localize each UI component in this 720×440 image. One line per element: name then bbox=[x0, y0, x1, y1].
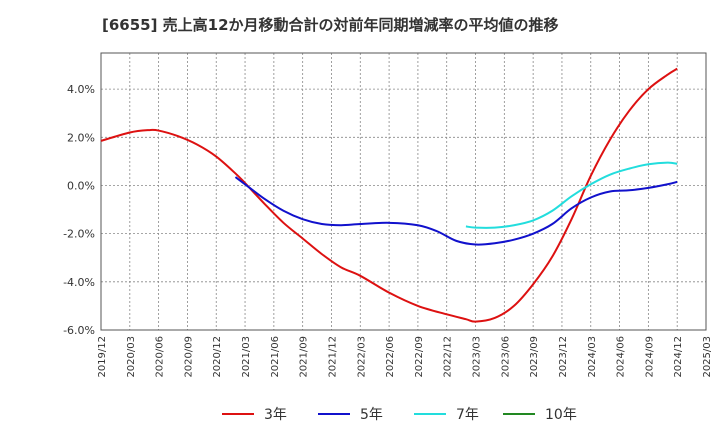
series-line-7年 bbox=[465, 161, 678, 229]
x-axis: 2019/12 2020/03 2020/06 2020/09 2020/12 2021/… bbox=[97, 336, 713, 378]
x-tick-label: 2023/03 bbox=[472, 336, 483, 378]
x-tick-label: 2022/03 bbox=[356, 336, 367, 378]
x-tick-label: 2024/12 bbox=[673, 336, 684, 378]
x-tick-label: 2021/06 bbox=[270, 336, 281, 378]
x-tick-label: 2024/03 bbox=[587, 336, 598, 378]
legend-label: 7年 bbox=[456, 407, 479, 423]
y-tick-label: 0.0% bbox=[67, 179, 95, 192]
x-tick-label: 2022/06 bbox=[385, 336, 396, 378]
y-tick-label: -2.0% bbox=[63, 228, 95, 241]
x-tick-label: 2019/12 bbox=[97, 336, 108, 378]
x-tick-label: 2020/06 bbox=[155, 336, 166, 378]
y-tick-label: -6.0% bbox=[63, 324, 95, 337]
x-tick-label: 2023/12 bbox=[558, 336, 569, 378]
series-line-5年 bbox=[234, 176, 678, 246]
x-tick-label: 2021/12 bbox=[327, 336, 338, 378]
series-line-3年 bbox=[100, 67, 678, 323]
x-tick-label: 2021/09 bbox=[299, 336, 310, 378]
chart-title: [6655] 売上高12か月移動合計の対前年同期増減率の平均値の推移 bbox=[102, 16, 559, 34]
series-lines bbox=[100, 67, 678, 323]
x-tick-label: 2025/03 bbox=[702, 336, 713, 378]
y-tick-label: 2.0% bbox=[67, 131, 95, 144]
x-tick-label: 2023/06 bbox=[500, 336, 511, 378]
x-tick-label: 2020/03 bbox=[126, 336, 137, 378]
legend-label: 3年 bbox=[264, 407, 287, 423]
x-tick-label: 2024/06 bbox=[616, 336, 627, 378]
x-tick-label: 2022/09 bbox=[414, 336, 425, 378]
x-tick-label: 2020/09 bbox=[183, 336, 194, 378]
legend-label: 5年 bbox=[360, 407, 383, 423]
legend-label: 10年 bbox=[545, 407, 577, 423]
plot-frame bbox=[100, 52, 707, 331]
x-tick-label: 2020/12 bbox=[212, 336, 223, 378]
y-tick-label: -4.0% bbox=[63, 276, 95, 289]
legend: 3年 5年 7年 10年 bbox=[222, 407, 577, 423]
x-tick-label: 2022/12 bbox=[443, 336, 454, 378]
x-tick-label: 2024/09 bbox=[644, 336, 655, 378]
y-axis: 4.0% 2.0% 0.0% -2.0% -4.0% -6.0% bbox=[63, 83, 95, 337]
y-tick-label: 4.0% bbox=[67, 83, 95, 96]
x-tick-label: 2021/03 bbox=[241, 336, 252, 378]
x-tick-label: 2023/09 bbox=[529, 336, 540, 378]
